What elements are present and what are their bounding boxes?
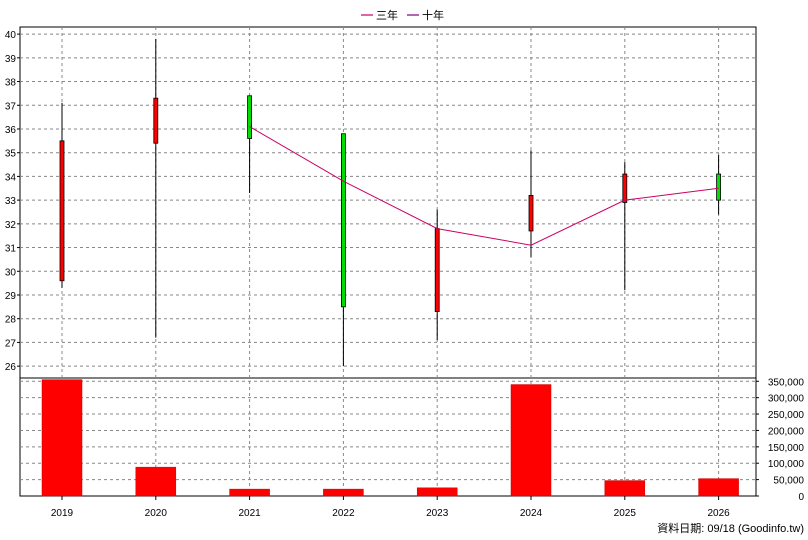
legend: 三年 十年	[361, 8, 444, 22]
data-date-footer: 資料日期: 09/18 (Goodinfo.tw)	[657, 521, 804, 535]
volume-tick-label: 100,000	[768, 459, 805, 470]
x-tick-label: 2024	[520, 508, 543, 519]
price-tick-label: 26	[5, 362, 17, 373]
volume-tick-label: 300,000	[768, 394, 805, 405]
candle-body	[340, 133, 346, 308]
price-tick-label: 36	[5, 125, 17, 136]
moving-average-lines	[249, 126, 719, 246]
x-tick-label: 2019	[51, 508, 74, 519]
price-tick-label: 31	[5, 244, 17, 255]
price-tick-label: 30	[5, 267, 17, 278]
price-tick-label: 27	[5, 338, 17, 349]
candles	[59, 38, 721, 367]
volume-tick-label: 50,000	[773, 476, 804, 487]
price-tick-label: 28	[5, 315, 17, 326]
price-tick-label: 37	[5, 101, 17, 112]
volume-tick-label: 0	[798, 492, 804, 503]
volume-bar	[323, 488, 364, 497]
volume-bar	[416, 487, 458, 497]
price-tick-label: 39	[5, 54, 17, 65]
volume-bar	[604, 480, 646, 497]
price-tick-label: 32	[5, 220, 17, 231]
volume-bar	[41, 379, 83, 497]
x-tick-label: 2026	[707, 508, 730, 519]
ma-three-year-line	[249, 126, 719, 246]
x-tick-label: 2020	[145, 508, 168, 519]
candle-body	[247, 95, 253, 139]
volume-bar	[229, 488, 270, 497]
x-tick-label: 2021	[238, 508, 261, 519]
candle-body	[716, 173, 721, 201]
volume-bar	[698, 478, 739, 497]
axes: 26 27 28 29 30 31 32 33 34 35 36 37 38 39 40 0 50,000 100…	[5, 30, 805, 519]
volume-bar	[135, 466, 177, 497]
volume-tick-label: 200,000	[768, 426, 805, 437]
price-tick-label: 29	[5, 291, 17, 302]
x-tick-label: 2025	[614, 508, 637, 519]
x-tick-label: 2023	[426, 508, 449, 519]
price-tick-label: 34	[5, 172, 17, 183]
price-tick-label: 35	[5, 149, 17, 160]
volume-bar	[510, 384, 552, 497]
candle-body	[528, 194, 534, 232]
legend-ten-year-label: 十年	[422, 8, 444, 22]
x-tick-label: 2022	[332, 508, 355, 519]
candle-body	[434, 228, 440, 312]
volume-tick-label: 150,000	[768, 443, 805, 454]
candle-body	[622, 173, 628, 203]
price-tick-label: 40	[5, 30, 17, 41]
candle-body	[59, 140, 65, 282]
volume-panel	[19, 377, 757, 497]
legend-three-year-label: 三年	[376, 8, 398, 22]
price-tick-label: 38	[5, 78, 17, 89]
volume-bars	[41, 379, 739, 497]
volume-tick-label: 350,000	[768, 377, 805, 388]
volume-tick-label: 250,000	[768, 410, 805, 421]
price-tick-label: 33	[5, 196, 17, 207]
candle-body	[153, 97, 159, 144]
price-panel	[19, 26, 757, 379]
